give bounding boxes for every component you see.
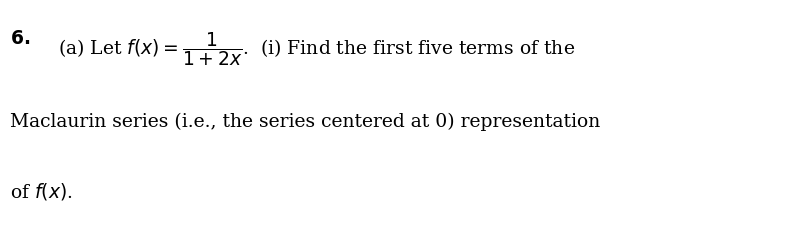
Text: of $f(x)$.: of $f(x)$. xyxy=(10,180,72,201)
Text: (ii) Use the result in (i) to find $f'(.01)$ with an error less: (ii) Use the result in (i) to find $f'(.… xyxy=(58,248,585,250)
Text: $\mathbf{6.}$: $\mathbf{6.}$ xyxy=(10,30,30,48)
Text: (a) Let $f(x) = \dfrac{1}{1+2x}$.  (i) Find the first five terms of the: (a) Let $f(x) = \dfrac{1}{1+2x}$. (i) Fi… xyxy=(58,30,575,68)
Text: Maclaurin series (i.e., the series centered at 0) representation: Maclaurin series (i.e., the series cente… xyxy=(10,112,600,131)
